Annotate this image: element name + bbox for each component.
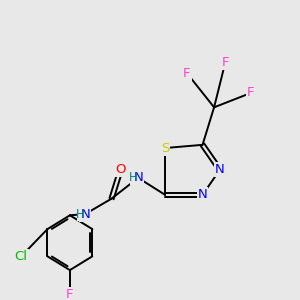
Text: H: H xyxy=(76,208,85,220)
Text: Cl: Cl xyxy=(15,250,28,263)
Text: S: S xyxy=(161,142,169,154)
Text: F: F xyxy=(183,67,190,80)
Text: F: F xyxy=(221,56,229,69)
Text: F: F xyxy=(66,288,74,300)
Text: H: H xyxy=(129,171,138,184)
Text: H: H xyxy=(78,208,87,220)
Text: F: F xyxy=(247,86,255,99)
Text: H: H xyxy=(131,171,140,184)
Text: N: N xyxy=(80,208,90,220)
Text: O: O xyxy=(115,163,126,176)
Text: N: N xyxy=(215,163,225,176)
Text: N: N xyxy=(133,171,143,184)
Text: N: N xyxy=(198,188,207,201)
